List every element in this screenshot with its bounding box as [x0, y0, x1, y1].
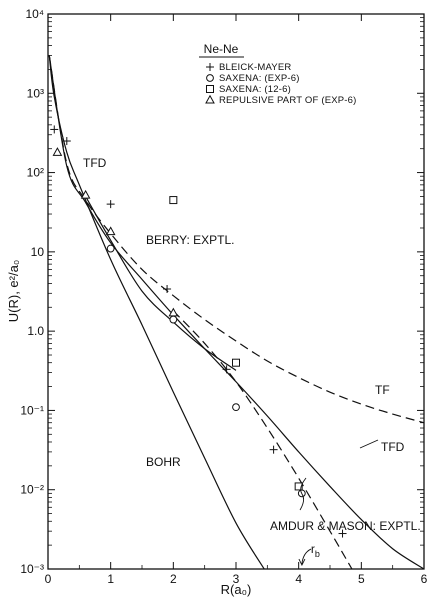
- legend-label-bleick-mayer: BLEICK-MAYER: [219, 62, 291, 73]
- curve-label-tfd-upper: TFD: [83, 156, 107, 170]
- point-plus-bleick-mayer: [106, 200, 115, 209]
- point-circle-saxena-exp-6: [106, 244, 115, 253]
- curve-label-tfd-lower: TFD: [359, 439, 405, 454]
- legend-label-saxena-12-6: SAXENA: (12-6): [219, 84, 291, 95]
- x-tick-label: 5: [358, 572, 365, 586]
- annotation-layer: rb: [298, 542, 320, 567]
- curve-label-berry-text: BERRY: EXPTL.: [146, 233, 234, 247]
- curve-berry-exptl: [85, 196, 237, 371]
- x-tick-label: 3: [233, 572, 240, 586]
- tfd-lower-leader: [359, 439, 379, 449]
- y-tick-label: 10: [31, 245, 45, 259]
- curve-amdur-mason-exptl: [172, 310, 353, 569]
- point-square-saxena-12-6: [232, 358, 240, 367]
- point-triangle-repulsive-part-of-exp-6: [105, 226, 116, 236]
- x-tick-label: 4: [295, 572, 302, 586]
- curve-label-tfd-upper-text: TFD: [83, 156, 107, 170]
- point-plus-bleick-mayer: [163, 285, 172, 294]
- y-tick-label: 10³: [27, 86, 44, 100]
- legend-label-repulsive-part-of-exp-6: REPULSIVE PART OF (EXP-6): [219, 95, 357, 106]
- y-axis-label: U(R), e²/a₀: [6, 260, 21, 322]
- point-plus-bleick-mayer: [269, 445, 278, 454]
- point-plus-bleick-mayer: [50, 125, 59, 134]
- point-plus-bleick-mayer: [62, 137, 71, 146]
- y-tick-label: 10⁻³: [20, 562, 44, 576]
- x-tick-label: 2: [170, 572, 177, 586]
- chart-title: Ne-Ne: [204, 42, 239, 56]
- legend-label-saxena-exp-6: SAXENA: (EXP-6): [219, 73, 300, 84]
- x-tick-label: 6: [421, 572, 428, 586]
- point-triangle-repulsive-part-of-exp-6: [52, 147, 63, 156]
- annotation-rb: rb: [298, 542, 320, 567]
- x-tick-label: 0: [45, 572, 52, 586]
- y-tick-label: 10⁻¹: [20, 403, 44, 417]
- annotation-rb-arrow: [301, 548, 312, 565]
- x-axis-label: R(a₀): [221, 582, 252, 597]
- y-tick-label: 10²: [27, 166, 44, 180]
- amdur-leader: [299, 477, 307, 511]
- annotation-rb-text: rb: [311, 542, 320, 559]
- annotation-rb-sub: b: [315, 549, 320, 559]
- legend-marker-circle: [206, 74, 214, 82]
- curve-bohr: [48, 55, 265, 569]
- point-triangle-repulsive-part-of-exp-6: [80, 189, 91, 199]
- y-tick-label: 1.0: [27, 324, 44, 338]
- curve-label-amdur-text: AMDUR & MASON: EXPTL.: [270, 519, 421, 533]
- legend-marker-triangle: [205, 94, 215, 104]
- curve-label-amdur: AMDUR & MASON: EXPTL.: [270, 477, 421, 533]
- curve-label-bohr-text: BOHR: [146, 455, 181, 469]
- y-tick-label: 10⁴: [25, 7, 44, 21]
- point-circle-saxena-exp-6: [169, 315, 178, 324]
- legend-marker-plus: [206, 63, 214, 71]
- point-plus-bleick-mayer: [222, 365, 231, 374]
- point-triangle-repulsive-part-of-exp-6: [168, 307, 179, 317]
- curve-tf: [48, 55, 424, 424]
- curves-layer: [48, 55, 424, 569]
- curve-tfd: [48, 55, 424, 569]
- legend-marker-square: [206, 85, 214, 93]
- curve-label-tf: TF: [375, 383, 390, 397]
- curve-label-tfd-lower-text: TFD: [381, 440, 405, 454]
- point-circle-saxena-exp-6: [232, 403, 240, 412]
- curve-label-tf-text: TF: [375, 383, 390, 397]
- x-tick-label: 1: [107, 572, 114, 586]
- point-plus-bleick-mayer: [338, 529, 347, 538]
- point-square-saxena-12-6: [169, 196, 178, 205]
- annotation-rb-arrowhead: [298, 558, 306, 567]
- ticks-layer: 0 1 2 3 4 5 6 10⁴ 10³ 10² 10 1.0 10⁻¹ 10⁻² 10⁻³: [20, 7, 427, 586]
- y-tick-label: 10⁻²: [20, 483, 44, 497]
- curve-label-berry: BERRY: EXPTL.: [146, 233, 234, 247]
- point-square-saxena-12-6: [294, 482, 303, 491]
- points-layer: [50, 125, 347, 538]
- curve-label-bohr: BOHR: [146, 455, 181, 469]
